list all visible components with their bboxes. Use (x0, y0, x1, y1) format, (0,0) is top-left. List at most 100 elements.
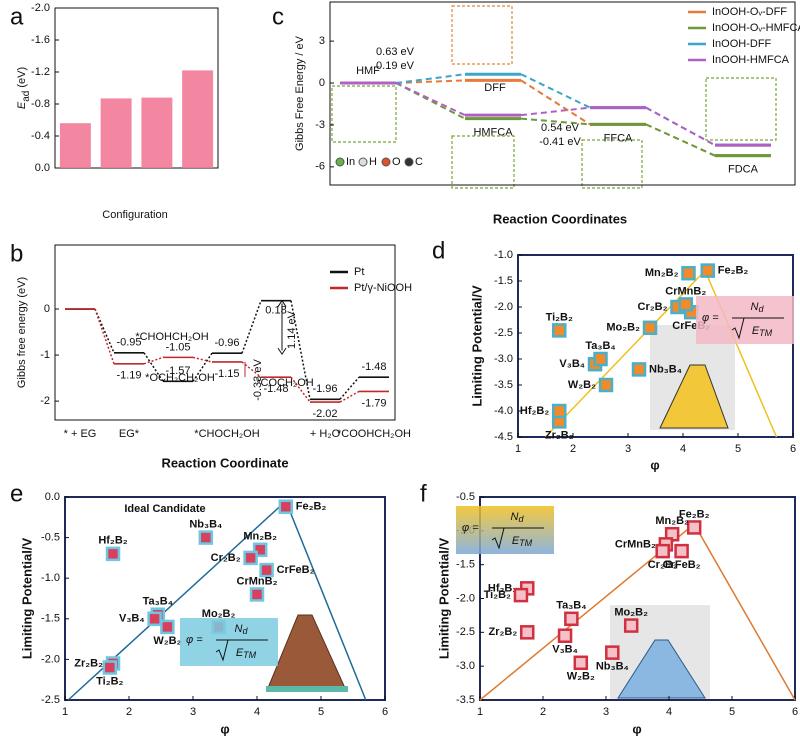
y-axis-label: Gibbs free energy (eV) (16, 277, 28, 388)
point-label: Hf₂B₂ (488, 582, 517, 594)
y-tick-label: -2 (40, 395, 50, 407)
point (598, 377, 614, 393)
point-label: W₂B₂ (568, 379, 596, 391)
point-label: Mn₂B₂ (645, 267, 679, 279)
y-tick-label: -3.5 (456, 694, 475, 706)
point (102, 660, 118, 675)
point (655, 543, 670, 559)
point-label: Fe₂B₂ (679, 508, 710, 520)
value-label: -1.19 (116, 370, 141, 382)
x-tick-label: * + EG (64, 428, 97, 440)
point (520, 625, 535, 640)
formula-den: ETM (752, 325, 773, 338)
formula-bg (696, 296, 794, 344)
arrow-heads (277, 299, 287, 356)
point (686, 520, 702, 535)
point (160, 619, 175, 635)
x-tick-label: EG* (119, 428, 140, 440)
x-tick-label: 3 (190, 706, 196, 718)
point (243, 550, 258, 566)
structure-box (331, 85, 397, 143)
plot-frame (54, 244, 396, 421)
formula-den-main: E (512, 535, 520, 547)
point-label: Ti₂B₂ (484, 589, 511, 601)
annotation: 1.14 eV (286, 310, 298, 349)
connector (520, 73, 591, 109)
point-label: CrMnB₂ (237, 575, 278, 587)
point (700, 263, 715, 278)
y-tick-label: -3.5 (494, 379, 513, 391)
bar (59, 123, 91, 168)
point-label: Mn₂B₂ (655, 515, 689, 527)
value-label: -0.96 (214, 337, 239, 349)
connector (94, 308, 115, 354)
y-tick-label: 0 (319, 77, 325, 89)
y-tick-label: -3.0 (456, 660, 475, 672)
formula-den-main: E (752, 325, 760, 337)
connector (241, 300, 262, 354)
point (557, 628, 573, 643)
formula-num-main: N (751, 301, 759, 313)
y-tick-label: 0.0 (45, 491, 60, 503)
connector (290, 300, 311, 400)
legend-label: Pt/γ-NiOOH (354, 282, 412, 294)
volcano-icon (617, 639, 706, 699)
panel-label: c (272, 3, 284, 30)
y-tick-label: 0.0 (35, 162, 50, 174)
volcano-icon (659, 364, 729, 429)
point (674, 543, 689, 559)
y-tick-label: -2.0 (456, 592, 475, 604)
point-label: Ti₂B₂ (96, 675, 123, 687)
y-axis-label: Limiting Potential/V (19, 538, 34, 660)
y-tick-label: -1.5 (494, 275, 513, 287)
point-label: Hf₂B₂ (98, 535, 127, 547)
point-label: Cr₂B₂ (211, 552, 241, 564)
y-axis-label-unit: (eV) (16, 67, 28, 88)
annotation: -0.33 eV (252, 359, 264, 401)
y-axis-label: Limiting Potential/V (469, 285, 484, 407)
point (573, 655, 589, 671)
point-label: Ta₃B₄ (143, 596, 173, 608)
connector (339, 390, 360, 403)
point-label: CrMnB₂ (615, 538, 656, 550)
connector (339, 376, 360, 400)
point-label: Mo₂B₂ (606, 322, 640, 334)
point (278, 499, 294, 514)
x-tick-label: + H₂O (310, 428, 341, 440)
y-tick-label: -1.5 (456, 559, 475, 571)
point-label: Cr₂B₂ (638, 301, 668, 313)
formula-num-main: N (511, 511, 519, 523)
point (678, 297, 693, 312)
x-tick-label: 4 (666, 706, 672, 718)
x-tick-label: 5 (729, 706, 735, 718)
panel-label: a (10, 3, 24, 30)
element-label: O (392, 156, 401, 168)
formula-bg (180, 618, 278, 666)
formula-num-sub: d (758, 304, 764, 314)
point (623, 618, 639, 633)
x-tick-label: 1 (477, 706, 483, 718)
x-tick-label: 6 (382, 706, 388, 718)
y-tick-label: -0.8 (31, 98, 50, 110)
y-tick-label: -2.0 (494, 301, 513, 313)
formula-den-sub: TM (519, 538, 532, 548)
annotation: 0.54 eV (541, 122, 580, 134)
point-label: Mo₂B₂ (614, 606, 648, 618)
y-tick-label: -1.6 (31, 34, 50, 46)
point-label: Nb₃B₄ (596, 661, 629, 673)
point (631, 362, 647, 377)
y-tick-label: 3 (319, 35, 325, 47)
legend-label: InOOH-Oᵥ-HMFCA (712, 22, 800, 34)
y-tick-label: -6 (315, 161, 325, 173)
x-tick-label: *COOHCH₂OH (337, 428, 411, 440)
formula-num: Nd (751, 301, 765, 314)
value-label: -1.05 (165, 341, 190, 353)
y-axis-label: Ead (eV) (16, 67, 32, 109)
point (605, 645, 620, 660)
y-tick-label: -0.4 (31, 130, 50, 142)
connector (645, 123, 716, 157)
connector (192, 356, 213, 363)
y-tick-label: -1.0 (41, 572, 60, 584)
state-label: HMF (356, 65, 380, 77)
